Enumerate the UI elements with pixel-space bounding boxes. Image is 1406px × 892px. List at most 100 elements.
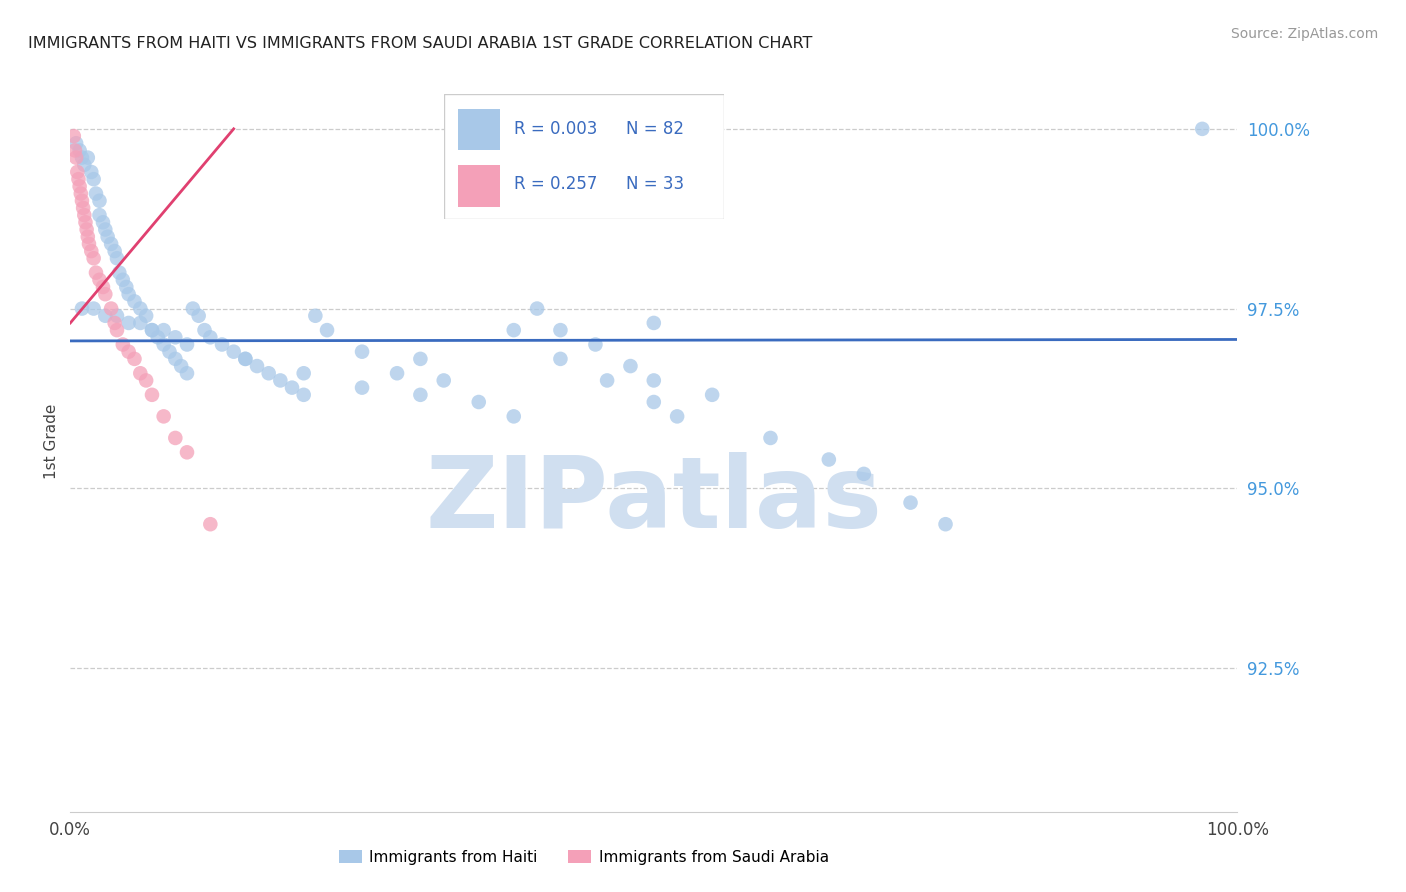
Point — [152, 337, 174, 351]
Point — [73, 208, 96, 222]
Point — [118, 344, 141, 359]
Point — [269, 374, 291, 388]
Text: ZIPatlas: ZIPatlas — [426, 452, 882, 549]
Point — [97, 229, 120, 244]
Point — [80, 165, 103, 179]
Point — [141, 323, 163, 337]
Point — [89, 194, 111, 208]
Point — [63, 144, 86, 158]
Point — [67, 172, 90, 186]
Point — [146, 330, 169, 344]
Point — [84, 266, 107, 280]
Point — [135, 374, 157, 388]
Point — [73, 158, 96, 172]
Point — [165, 431, 187, 445]
Point — [433, 374, 456, 388]
Point — [83, 301, 105, 316]
Point — [193, 323, 215, 337]
Point — [409, 388, 432, 402]
Point — [281, 381, 304, 395]
Point — [818, 452, 841, 467]
Point — [666, 409, 689, 424]
Point — [77, 236, 100, 251]
Point — [104, 244, 127, 258]
Point — [352, 381, 374, 395]
Point — [124, 294, 146, 309]
Point — [176, 366, 198, 380]
Point — [165, 330, 187, 344]
Point — [292, 388, 315, 402]
Point — [105, 252, 128, 266]
Point — [200, 330, 222, 344]
Point — [502, 409, 524, 424]
Point — [69, 179, 91, 194]
Point — [91, 215, 114, 229]
Point — [304, 309, 326, 323]
Point — [187, 309, 209, 323]
Point — [211, 337, 233, 351]
Point — [76, 151, 98, 165]
Point — [76, 229, 98, 244]
Point — [170, 359, 193, 373]
Point — [316, 323, 339, 337]
Point — [94, 222, 117, 236]
Point — [165, 351, 187, 366]
Point — [233, 351, 256, 366]
Point — [900, 495, 922, 509]
Point — [619, 359, 641, 373]
Point — [111, 337, 134, 351]
Point — [176, 445, 198, 459]
Point — [115, 280, 138, 294]
Point — [643, 395, 665, 409]
Point — [233, 351, 256, 366]
Point — [76, 222, 98, 236]
Point — [159, 344, 181, 359]
Point — [502, 323, 524, 337]
Point — [65, 151, 87, 165]
Point — [409, 351, 432, 366]
Point — [69, 144, 91, 158]
Point — [200, 517, 222, 532]
Point — [65, 136, 87, 151]
Point — [467, 395, 491, 409]
Point — [124, 351, 146, 366]
Point — [643, 316, 665, 330]
Legend: Immigrants from Haiti, Immigrants from Saudi Arabia: Immigrants from Haiti, Immigrants from S… — [333, 844, 835, 871]
Point — [141, 388, 163, 402]
Point — [89, 273, 111, 287]
Point — [70, 151, 93, 165]
Point — [181, 301, 204, 316]
Point — [66, 165, 89, 179]
Point — [84, 186, 107, 201]
Point — [83, 172, 105, 186]
Point — [72, 201, 94, 215]
Point — [257, 366, 280, 380]
Point — [118, 287, 141, 301]
Point — [352, 344, 374, 359]
Y-axis label: 1st Grade: 1st Grade — [44, 404, 59, 479]
Point — [292, 366, 315, 380]
Point — [104, 316, 127, 330]
Text: IMMIGRANTS FROM HAITI VS IMMIGRANTS FROM SAUDI ARABIA 1ST GRADE CORRELATION CHAR: IMMIGRANTS FROM HAITI VS IMMIGRANTS FROM… — [28, 36, 813, 51]
Point — [852, 467, 875, 481]
Point — [152, 409, 174, 424]
Point — [246, 359, 269, 373]
Point — [100, 301, 122, 316]
Point — [105, 309, 128, 323]
Point — [585, 337, 607, 351]
Point — [526, 301, 548, 316]
Point — [550, 323, 572, 337]
Text: Source: ZipAtlas.com: Source: ZipAtlas.com — [1230, 27, 1378, 41]
Point — [105, 323, 128, 337]
Point — [643, 374, 665, 388]
Point — [70, 301, 93, 316]
Point — [934, 517, 956, 532]
Point — [80, 244, 103, 258]
Point — [94, 309, 117, 323]
Point — [141, 323, 163, 337]
Point — [222, 344, 245, 359]
Point — [176, 337, 198, 351]
Point — [94, 287, 117, 301]
Point — [118, 316, 141, 330]
Point — [62, 129, 84, 144]
